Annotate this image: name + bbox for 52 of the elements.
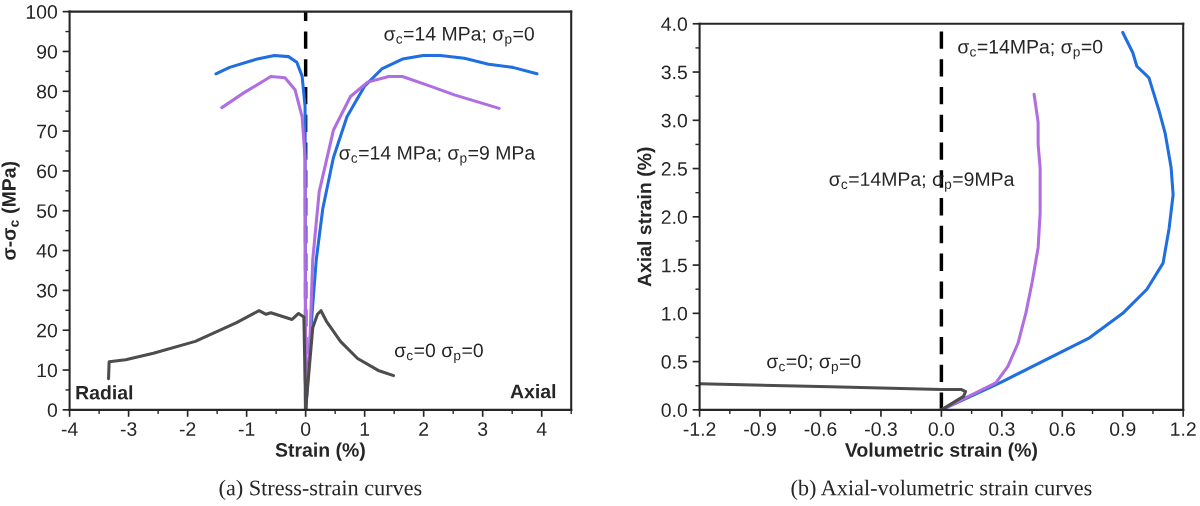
x-tick-label: 1 [360, 422, 370, 436]
y-tick-label: 50 [36, 204, 58, 218]
x-tick-label: -0.6 [804, 422, 837, 436]
y-tick-label: 100 [26, 5, 58, 19]
x-tick-label: -2 [179, 422, 196, 436]
x-tick-label: 0.3 [989, 422, 1015, 436]
y-tick-label: 0.0 [661, 403, 688, 418]
y-tick-label: 30 [36, 283, 58, 298]
x-tick-label: -0.3 [865, 422, 897, 436]
text: (a) Stress-strain curves [219, 479, 422, 500]
y-tick-label: 4.0 [661, 17, 688, 32]
x-axis-title: Volumetric strain (%) [845, 442, 1037, 461]
y-tick-label: 1.0 [662, 306, 688, 321]
y-tick-label: 2.5 [661, 162, 687, 176]
x-tick-label: -3 [120, 422, 137, 436]
x-tick-label: 0 [301, 422, 311, 436]
x-tick-label: -0.9 [744, 422, 776, 436]
x-tick-label: -4 [61, 422, 78, 436]
annotation: σ$_{c}$=14MPa; σ$_{p}$=0 [958, 39, 1103, 60]
y-tick-label: 1.5 [662, 258, 687, 273]
y-tick-label: 0.5 [661, 355, 687, 369]
y-tick-label: 90 [37, 44, 58, 59]
y-tick-label: 2.0 [661, 210, 688, 225]
y-axis-title: Axial strain (%) [637, 147, 656, 287]
x-tick-label: 0.6 [1049, 422, 1075, 436]
y-axis-title: σ-σ$_{c}$ (MPa) [1, 161, 20, 260]
text: (b) Axial-volumetric strain curves [791, 479, 1092, 500]
y-tick-label: 0 [47, 403, 58, 418]
y-tick-label: 60 [37, 164, 58, 179]
line-series [699, 382, 968, 410]
annotation: σ$_{c}$=0; σ$_{p}$=0 [767, 354, 861, 374]
x-tick-label: 0.0 [928, 422, 955, 436]
annotation: Axial [510, 384, 556, 399]
x-tick-label: 0.9 [1110, 422, 1136, 436]
y-tick-label: 10 [37, 363, 58, 378]
x-tick-label: -1.2 [683, 422, 716, 436]
x-tick-label: 2 [419, 422, 429, 436]
y-tick-label: 40 [36, 244, 58, 258]
y-tick-label: 80 [37, 84, 58, 99]
x-tick-label: 3 [478, 422, 488, 436]
annotation: σ$_{c}$=14 MPa; σ$_{p}$=0 [384, 26, 534, 47]
y-tick-label: 3.5 [661, 65, 687, 80]
annotation: Radial [76, 385, 133, 400]
x-tick-label: -1 [238, 422, 255, 436]
x-tick-label: 4 [536, 422, 547, 436]
x-tick-label: 1.2 [1171, 422, 1196, 436]
x-axis-title: Strain (%) [275, 442, 365, 461]
y-tick-label: 20 [37, 323, 58, 338]
annotation: σ$_{c}$=14 MPa; σ$_{p}$=9 MPa [339, 145, 536, 166]
y-tick-label: 3.0 [661, 113, 688, 128]
y-tick-label: 70 [37, 124, 58, 139]
annotation: σ$_{c}$=0 σ$_{p}$=0 [394, 343, 483, 363]
